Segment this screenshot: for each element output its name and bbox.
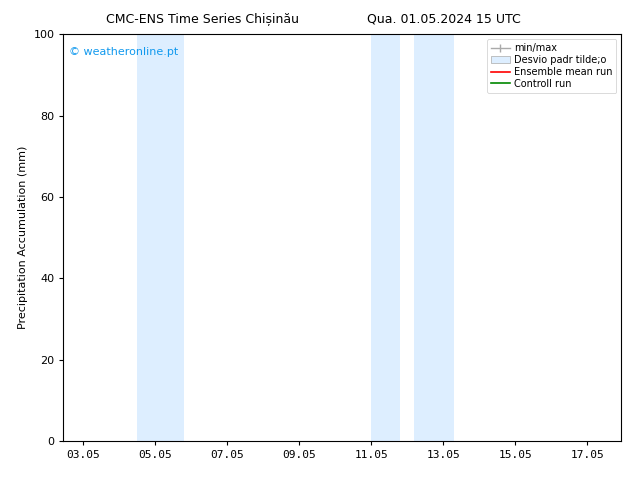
Text: Qua. 01.05.2024 15 UTC: Qua. 01.05.2024 15 UTC	[367, 12, 521, 25]
Bar	[415, 34, 454, 441]
Text: CMC-ENS Time Series Chișinău: CMC-ENS Time Series Chișinău	[107, 12, 299, 25]
Bar	[137, 34, 155, 441]
Legend: min/max, Desvio padr tilde;o, Ensemble mean run, Controll run: min/max, Desvio padr tilde;o, Ensemble m…	[487, 39, 616, 93]
Text: © weatheronline.pt: © weatheronline.pt	[69, 47, 178, 56]
Y-axis label: Precipitation Accumulation (mm): Precipitation Accumulation (mm)	[18, 146, 28, 329]
Bar	[155, 34, 184, 441]
Bar	[371, 34, 400, 441]
